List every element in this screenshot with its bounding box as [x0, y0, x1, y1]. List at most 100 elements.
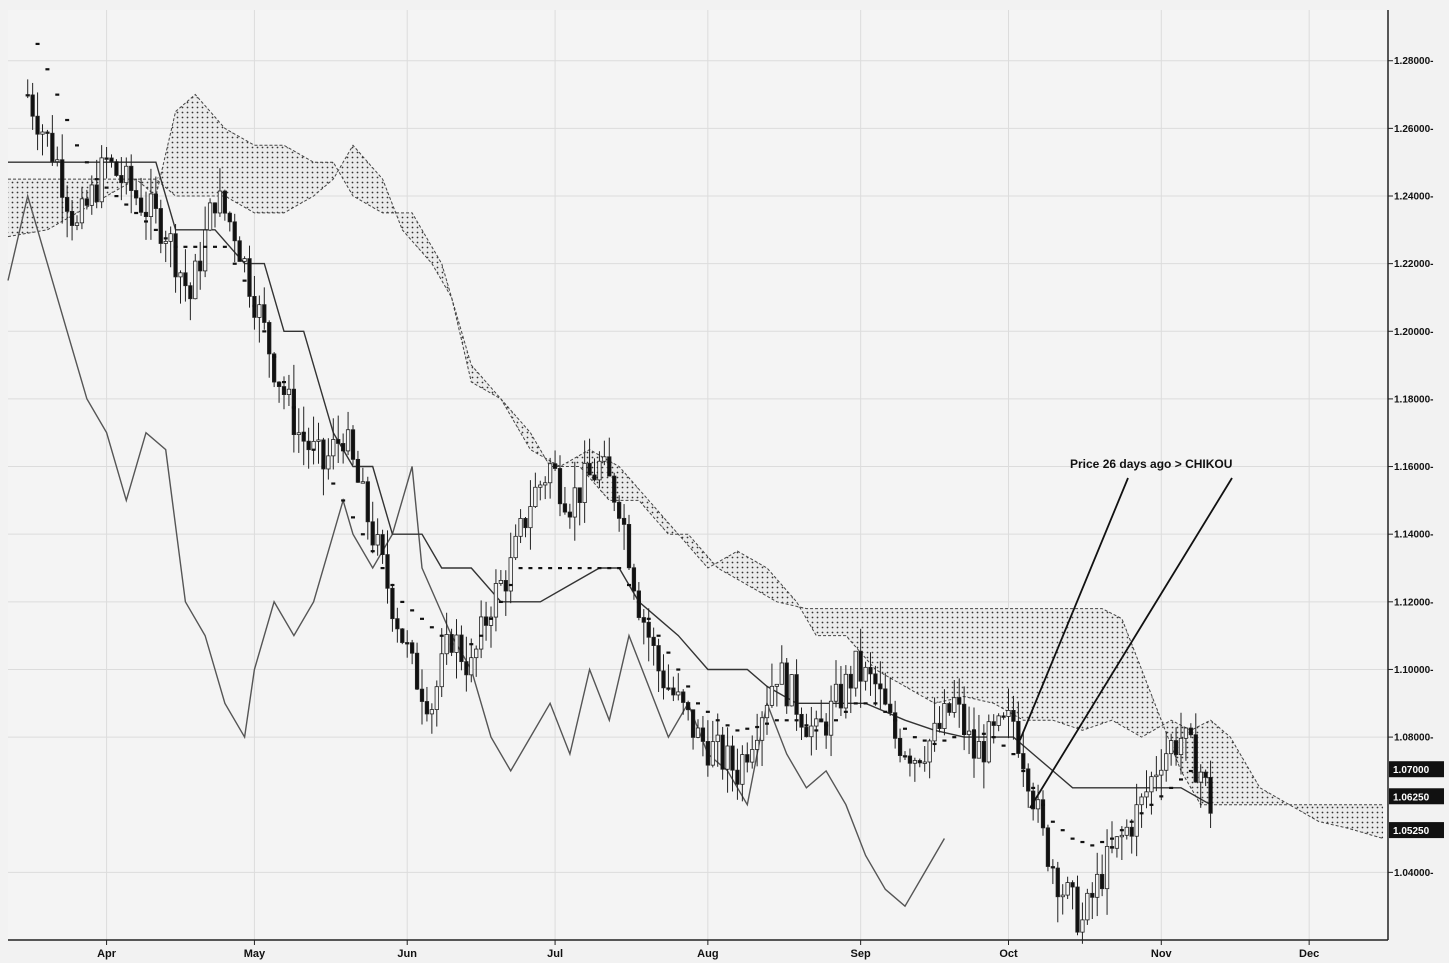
tenkan-marker — [173, 245, 178, 248]
candle-body — [602, 456, 607, 462]
candle-body — [291, 388, 296, 436]
candle-body — [597, 460, 602, 481]
candle-body — [1169, 740, 1174, 755]
x-tick-label: Dec — [1299, 948, 1319, 960]
candle-body — [1001, 715, 1006, 718]
candle-body — [375, 534, 380, 546]
candle-body — [163, 240, 168, 244]
tenkan-marker — [696, 702, 700, 705]
tenkan-marker — [607, 567, 612, 570]
candle-body — [552, 463, 558, 469]
tenkan-marker — [824, 724, 829, 727]
tenkan-marker — [459, 651, 464, 654]
candle-body — [69, 210, 75, 226]
tenkan-marker — [1080, 840, 1085, 844]
tenkan-marker — [666, 651, 671, 654]
candle-body — [513, 535, 518, 559]
candle-body — [878, 683, 883, 690]
tenkan-marker — [390, 583, 395, 587]
annotation-arrow-1 — [1019, 477, 1129, 741]
candle-body — [232, 221, 237, 242]
candle-body — [183, 272, 188, 287]
tenkan-marker — [676, 668, 681, 671]
candle-body — [370, 521, 375, 546]
candle-body — [222, 190, 227, 214]
candle-body — [119, 175, 124, 184]
candle-body — [1183, 727, 1189, 739]
tenkan-marker — [558, 567, 562, 570]
candle-body — [188, 285, 193, 300]
tenkan-marker — [134, 211, 139, 215]
candle-body — [942, 703, 947, 729]
candle-body — [824, 721, 829, 736]
tenkan-marker — [262, 330, 267, 333]
tenkan-marker — [311, 448, 316, 451]
candle-body — [503, 580, 508, 592]
candle-body — [769, 685, 775, 706]
candle-body — [656, 645, 661, 672]
candle-body — [483, 616, 489, 626]
y-tick-label: 1.26000- — [1394, 124, 1433, 135]
x-tick-label: Sep — [851, 948, 871, 960]
candle-body — [212, 202, 218, 214]
y-tick-label: 1.12000- — [1394, 597, 1433, 608]
candle-body — [153, 193, 158, 209]
tenkan-marker — [715, 719, 720, 722]
x-tick-label: Apr — [97, 948, 117, 960]
candle-body — [55, 159, 60, 163]
candle-body — [203, 229, 208, 272]
candle-body — [1060, 894, 1065, 898]
tenkan-marker — [735, 729, 740, 732]
x-tick-label: Jun — [397, 948, 417, 960]
candle-body — [1129, 826, 1134, 837]
candle-body — [331, 439, 336, 457]
x-axis-ticks: Apr May Jun Jul Aug Sep Oct Nov Dec — [97, 940, 1319, 960]
tenkan-marker — [1090, 844, 1095, 847]
tenkan-marker — [686, 685, 691, 688]
tenkan-marker — [193, 245, 198, 248]
price-badge-label: 1.06250 — [1393, 792, 1430, 803]
candle-body — [365, 481, 370, 523]
candle-body — [429, 709, 434, 715]
candle-body — [1021, 753, 1026, 770]
candle-body — [873, 673, 878, 685]
tenkan-marker — [1139, 812, 1144, 815]
senkou-span-b-line — [8, 144, 1384, 806]
tenkan-marker — [528, 567, 533, 570]
candle-body — [350, 429, 356, 460]
tenkan-marker — [725, 724, 730, 727]
candle-body — [745, 754, 750, 763]
candle-body — [419, 688, 425, 702]
candle-body — [35, 115, 40, 135]
candle-body — [779, 662, 784, 685]
candle-body — [986, 721, 991, 763]
candle-body — [168, 233, 173, 242]
candle-body — [301, 432, 306, 442]
candle-body — [321, 439, 326, 470]
candle-body — [661, 670, 666, 689]
candle-body — [326, 455, 331, 470]
price-badges: 1.07000 1.06250 1.05250 — [1389, 761, 1444, 839]
candle-body — [1134, 804, 1139, 837]
tenkan-marker — [489, 617, 493, 620]
candle-body — [395, 618, 400, 630]
candle-body — [45, 131, 50, 134]
senkou-span-a-line — [7, 93, 1384, 839]
candle-body — [557, 468, 563, 505]
candle-body — [1114, 836, 1120, 849]
candle-body — [809, 725, 814, 738]
candle-body — [306, 440, 311, 451]
candle-body — [257, 304, 262, 318]
candle-body — [104, 157, 109, 160]
candle-body — [705, 741, 710, 766]
candle-body — [138, 197, 144, 213]
tenkan-marker — [981, 732, 986, 735]
annotation-arrow-2 — [1029, 477, 1233, 809]
candle-body — [1070, 882, 1075, 888]
candle-body — [1109, 846, 1115, 849]
candle-body — [1159, 769, 1164, 776]
candle-body — [237, 240, 242, 262]
y-tick-label: 1.04000- — [1394, 868, 1433, 879]
candle-body — [587, 462, 592, 476]
candle-body — [626, 524, 632, 569]
